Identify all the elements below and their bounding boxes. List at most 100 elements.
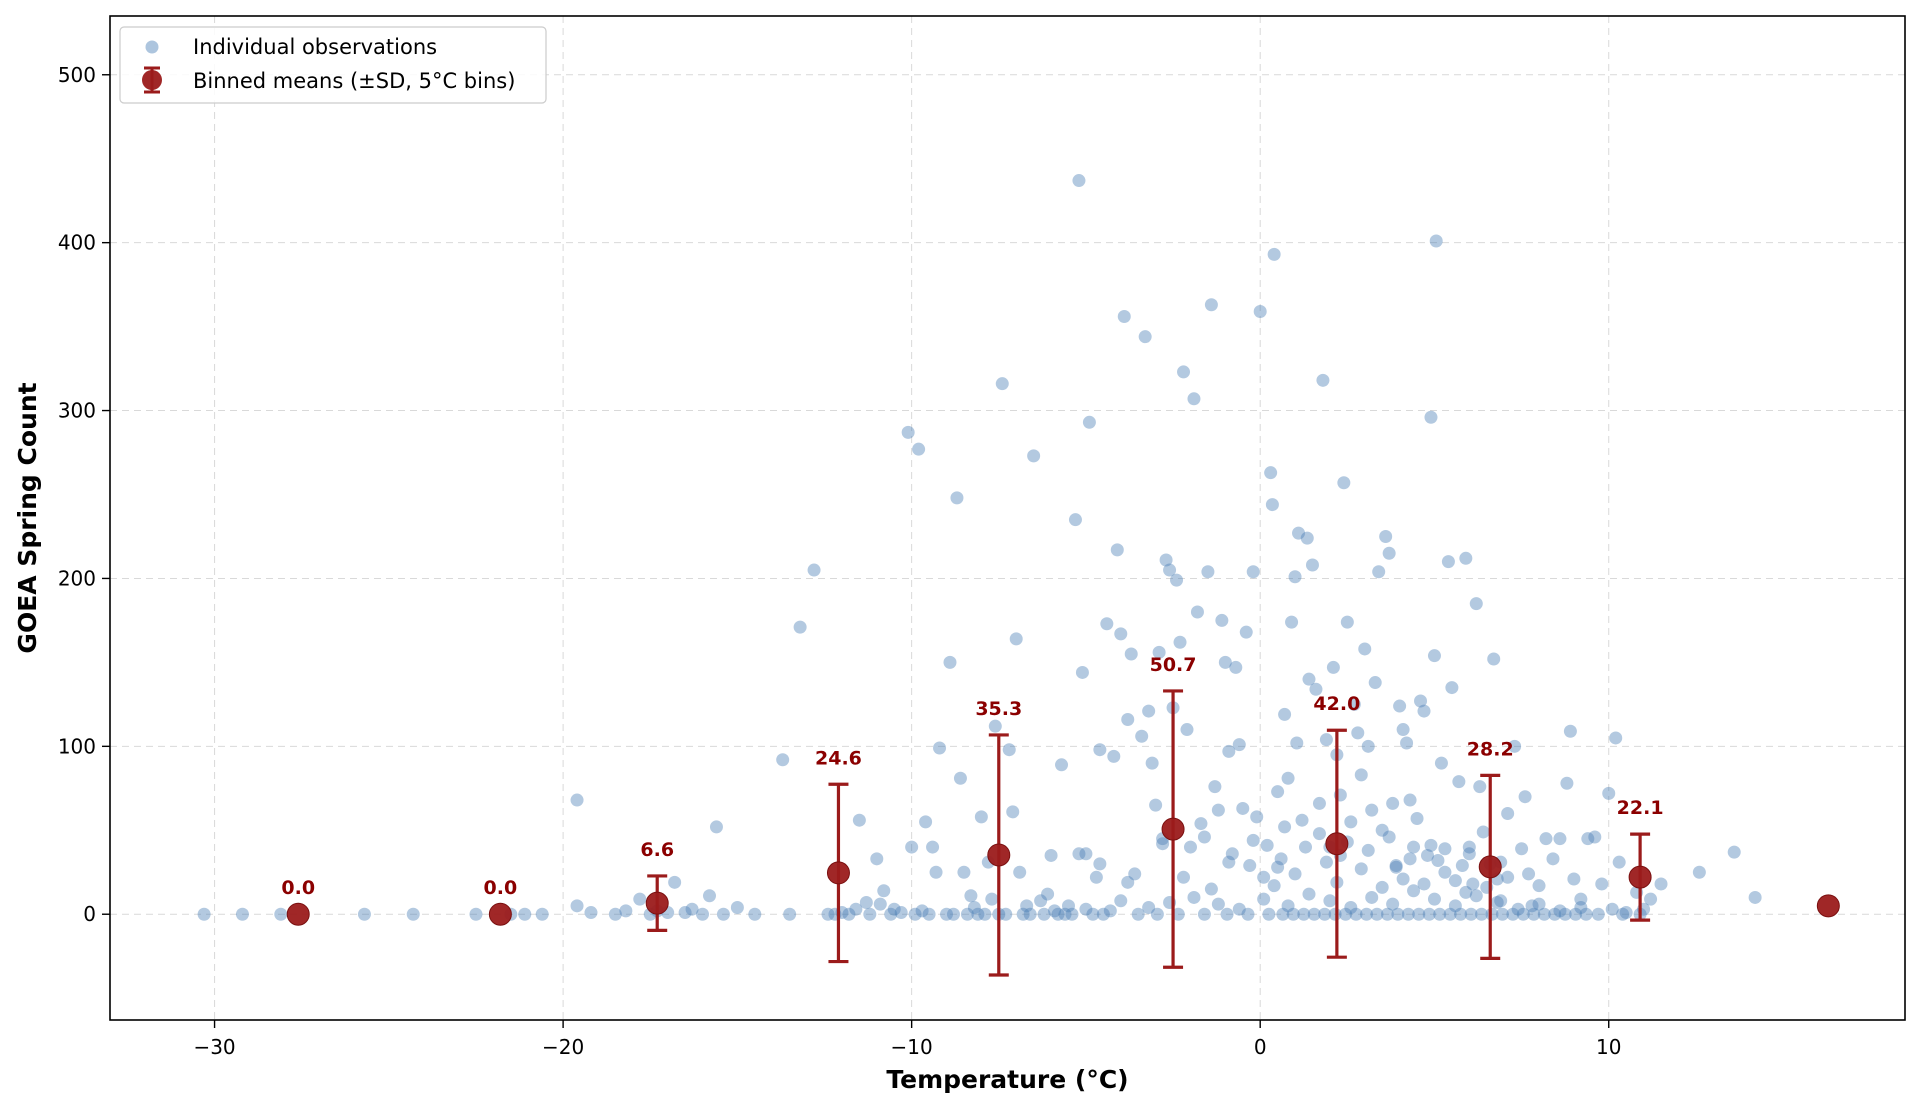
observation-point xyxy=(357,907,371,921)
binned-means: 0.0 0.0 6.6 24.6 35.3 50.7 42.0 28.2 22.1 xyxy=(281,654,1840,977)
observation-point xyxy=(1110,543,1124,557)
observation-point xyxy=(1281,899,1295,913)
observation-point xyxy=(1427,649,1441,663)
observation-point xyxy=(1347,697,1361,711)
observation-point xyxy=(1075,665,1089,679)
observation-point xyxy=(633,892,647,906)
observation-point xyxy=(1375,880,1389,894)
observation-point xyxy=(940,907,954,921)
observation-point xyxy=(1229,660,1243,674)
observation-point xyxy=(1448,874,1462,888)
y-tick-label: 200 xyxy=(58,566,96,590)
observation-point xyxy=(1360,907,1373,921)
observation-point xyxy=(1131,907,1145,921)
observation-point xyxy=(1262,907,1276,921)
y-tick-label: 0 xyxy=(83,902,96,926)
observation-point xyxy=(1508,739,1522,753)
observation-point xyxy=(1553,832,1567,846)
observation-point xyxy=(1190,605,1204,619)
observation-point xyxy=(1654,877,1668,891)
observation-point xyxy=(570,899,584,913)
observation-point xyxy=(1170,573,1184,587)
observation-point xyxy=(1253,304,1267,318)
observation-point xyxy=(1309,682,1323,696)
observation-point xyxy=(1215,613,1229,627)
observation-point xyxy=(1061,899,1075,913)
observation-point xyxy=(1204,882,1218,896)
observation-point xyxy=(908,907,922,921)
binned-mean-point xyxy=(1161,817,1185,841)
observation-point xyxy=(950,491,964,505)
observation-point xyxy=(1142,901,1156,915)
y-tick-label: 400 xyxy=(58,231,96,255)
observation-point xyxy=(1055,758,1069,772)
observation-point xyxy=(929,865,943,879)
observation-point xyxy=(1271,785,1285,799)
observation-point xyxy=(999,907,1013,921)
observation-point xyxy=(1476,825,1490,839)
binned-mean-point xyxy=(286,902,310,926)
observation-point xyxy=(919,815,933,829)
observation-point xyxy=(1438,865,1452,879)
observation-point xyxy=(1441,555,1455,569)
observation-point xyxy=(1142,704,1156,718)
legend-box xyxy=(119,26,547,104)
observation-point xyxy=(619,904,633,918)
observation-point xyxy=(1389,860,1403,874)
observation-point xyxy=(1393,699,1407,713)
observation-point xyxy=(933,741,947,755)
observation-point xyxy=(1302,672,1316,686)
observation-point xyxy=(1285,615,1299,629)
observation-point xyxy=(1560,776,1574,790)
observation-point xyxy=(1288,867,1302,881)
observation-point xyxy=(1243,859,1257,873)
observation-point xyxy=(1225,847,1239,861)
observation-point xyxy=(1609,731,1623,745)
observation-point xyxy=(518,907,532,921)
observation-point xyxy=(1424,838,1438,852)
observation-point xyxy=(1082,415,1096,429)
observation-point xyxy=(685,902,699,916)
observation-point xyxy=(1286,907,1300,921)
observation-point xyxy=(1114,627,1128,641)
observation-point xyxy=(469,907,483,921)
observation-point xyxy=(1588,830,1602,844)
binned-mean-point xyxy=(1325,832,1349,856)
observation-point xyxy=(716,907,730,921)
observation-point xyxy=(1581,832,1595,846)
observation-point xyxy=(1048,904,1062,918)
observation-point xyxy=(1201,565,1215,579)
observation-point xyxy=(957,865,971,879)
observation-point xyxy=(1548,907,1562,921)
observation-point xyxy=(1396,872,1410,886)
observation-point xyxy=(1288,570,1302,584)
observation-point xyxy=(1100,617,1114,631)
observation-point xyxy=(1121,875,1135,889)
observation-point xyxy=(1443,907,1457,921)
mean-value-label: 24.6 xyxy=(815,747,862,769)
observation-point xyxy=(1339,907,1353,921)
observation-point xyxy=(1375,823,1389,837)
observation-point xyxy=(1232,902,1246,916)
observation-point xyxy=(1354,768,1368,782)
observation-point xyxy=(1602,786,1616,800)
observation-point xyxy=(1305,558,1319,572)
binned-mean-point xyxy=(1628,865,1652,889)
observation-point xyxy=(1295,813,1309,827)
observation-point xyxy=(1490,895,1504,909)
observation-point xyxy=(1257,892,1271,906)
observation-point xyxy=(1128,867,1142,881)
observation-point xyxy=(988,719,1002,733)
observation-point xyxy=(1344,901,1358,915)
mean-value-label: 50.7 xyxy=(1150,654,1197,676)
observation-point xyxy=(1574,901,1588,915)
observation-point xyxy=(274,907,288,921)
observation-point xyxy=(1522,867,1536,881)
observation-point xyxy=(971,907,985,921)
observation-point xyxy=(1319,855,1333,869)
observation-point xyxy=(978,907,992,921)
observation-points xyxy=(197,174,1762,921)
observation-point xyxy=(1464,907,1478,921)
mean-value-label: 42.0 xyxy=(1313,693,1360,715)
observation-point xyxy=(943,655,957,669)
